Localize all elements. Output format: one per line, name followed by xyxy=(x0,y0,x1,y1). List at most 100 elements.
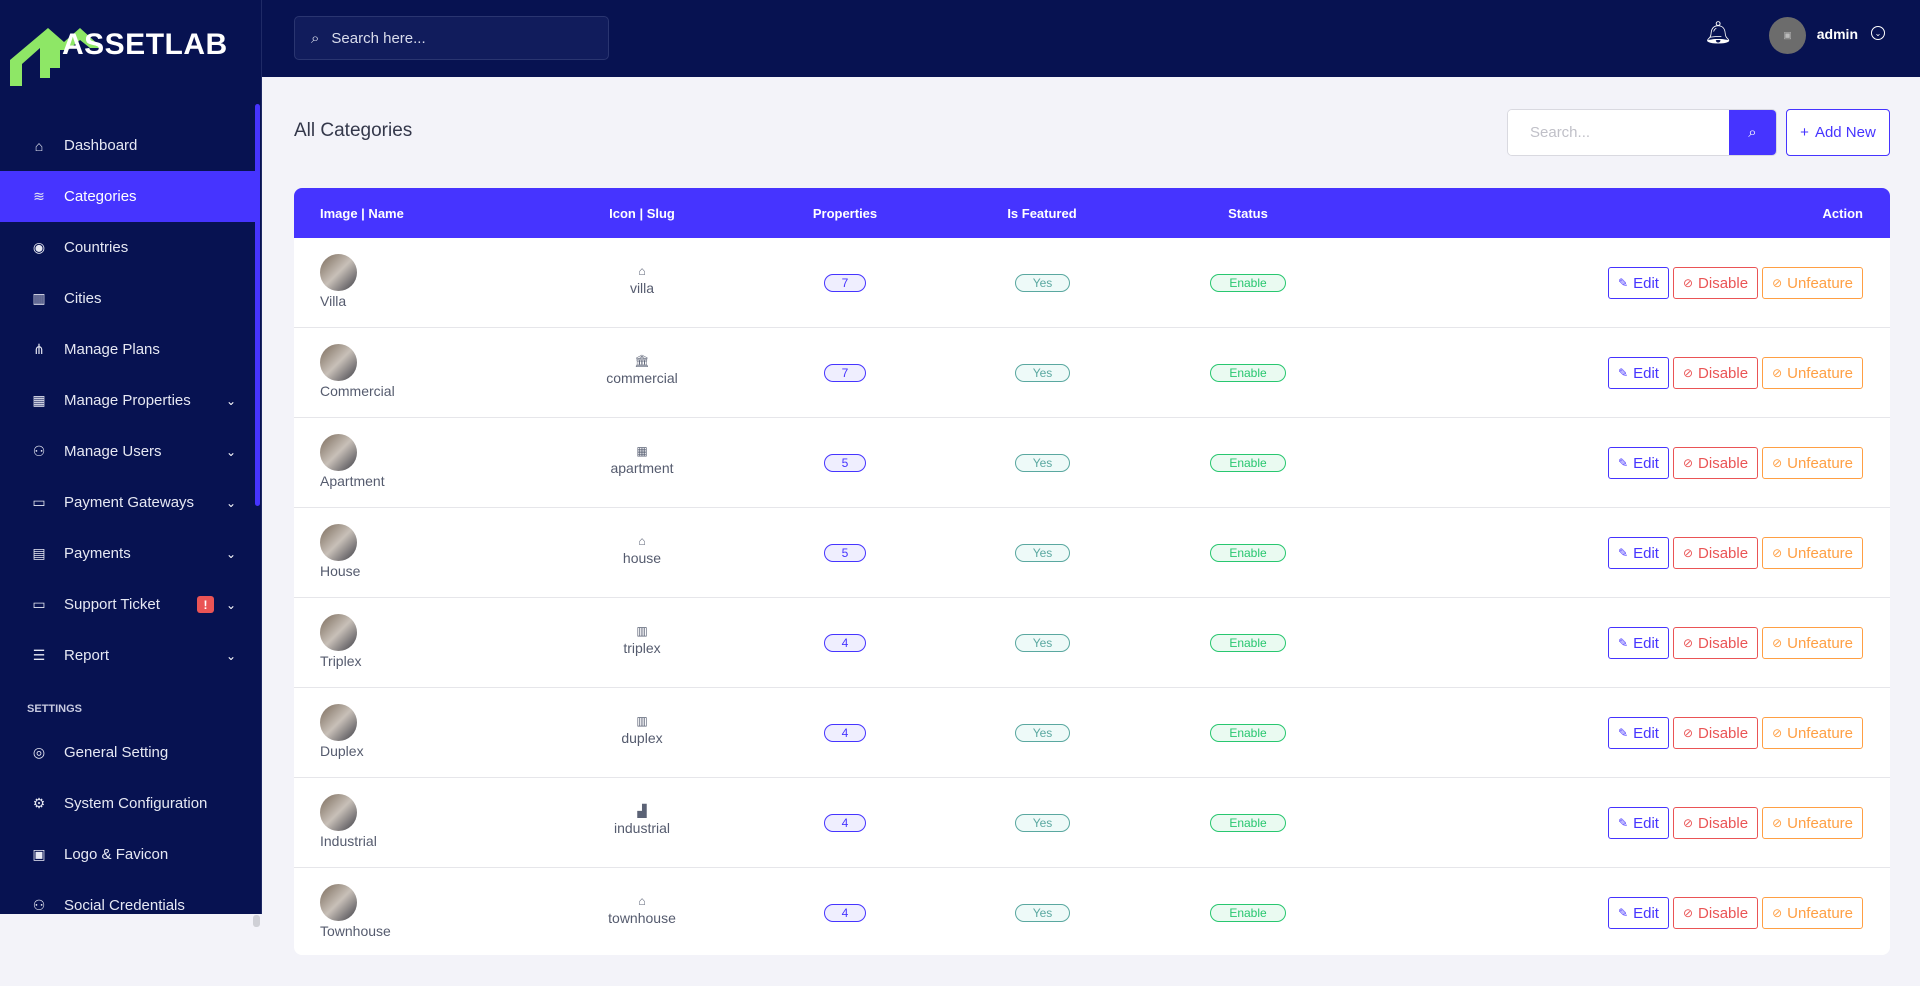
sidebar-item-general-setting[interactable]: ◎ General Setting xyxy=(0,727,256,778)
sitemap-icon: ⋔ xyxy=(33,341,45,357)
eye-slash-icon: ⊘ xyxy=(1682,456,1694,470)
eye-slash-icon: ⊘ xyxy=(1772,366,1783,380)
unfeature-label: Unfeature xyxy=(1787,814,1853,832)
unfeature-button[interactable]: ⊘ Unfeature xyxy=(1762,627,1863,659)
edit-button[interactable]: ✎ Edit xyxy=(1608,627,1669,659)
edit-button[interactable]: ✎ Edit xyxy=(1608,537,1669,569)
bell-icon[interactable]: 🔔︎ xyxy=(1704,20,1732,45)
eye-slash-icon: ⊘ xyxy=(1772,546,1783,560)
add-new-button[interactable]: + Add New xyxy=(1786,109,1890,156)
user-name[interactable]: admin xyxy=(1816,26,1858,42)
edit-button[interactable]: ✎ Edit xyxy=(1608,897,1669,929)
sidebar-item-manage-users[interactable]: ⚇ Manage Users ⌄ xyxy=(0,426,256,477)
unfeature-button[interactable]: ⊘ Unfeature xyxy=(1762,717,1863,749)
category-search-input[interactable] xyxy=(1508,110,1729,155)
sidebar-item-manage-properties[interactable]: ▦ Manage Properties ⌄ xyxy=(0,375,256,426)
disable-label: Disable xyxy=(1698,724,1749,742)
chevron-down-icon[interactable]: ⌄ xyxy=(1871,26,1885,40)
sidebar: ASSETLAB ⌂ Dashboard ≋ Categories ◉ Countries… xyxy=(0,0,262,914)
pencil-icon: ✎ xyxy=(1618,726,1629,740)
sidebar-item-label: Cities xyxy=(64,290,102,307)
sidebar-item-label: Payment Gateways xyxy=(64,494,195,511)
disable-button[interactable]: ⊘ Disable xyxy=(1672,717,1759,749)
sidebar-item-label: Manage Users xyxy=(64,443,162,460)
col-action: Action xyxy=(1822,205,1863,221)
disable-button[interactable]: ⊘ Disable xyxy=(1672,447,1759,479)
status-badge: Enable xyxy=(1210,364,1286,382)
category-image xyxy=(320,614,357,651)
sidebar-item-cities[interactable]: ▥ Cities xyxy=(0,273,256,324)
sidebar-item-label: System Configuration xyxy=(64,795,208,812)
sidebar-item-payments[interactable]: ▤ Payments ⌄ xyxy=(0,528,256,579)
search-button[interactable]: ⌕ xyxy=(1729,110,1776,155)
edit-button[interactable]: ✎ Edit xyxy=(1608,357,1669,389)
unfeature-button[interactable]: ⊘ Unfeature xyxy=(1762,537,1863,569)
sidebar-item-logo-favicon[interactable]: ▣ Logo & Favicon xyxy=(0,829,256,880)
unfeature-button[interactable]: ⊘ Unfeature xyxy=(1762,447,1863,479)
eye-slash-icon: ⊘ xyxy=(1682,636,1694,650)
logo xyxy=(10,28,102,86)
unfeature-label: Unfeature xyxy=(1787,454,1853,472)
page-scrollbar[interactable] xyxy=(253,915,260,927)
featured-badge: Yes xyxy=(1015,814,1070,832)
sidebar-item-categories[interactable]: ≋ Categories xyxy=(0,171,256,222)
chevron-down-icon: ⌄ xyxy=(225,393,236,408)
invoice-icon: ▤ xyxy=(32,545,46,561)
edit-button[interactable]: ✎ Edit xyxy=(1608,807,1669,839)
settings-section-label: SETTINGS xyxy=(27,703,83,715)
disable-label: Disable xyxy=(1698,544,1749,562)
status-badge: Enable xyxy=(1210,814,1286,832)
table-row: Townhouse ⌂ townhouse 4 Yes Enable ✎ Edit … xyxy=(294,868,1890,955)
layers-icon: ≋ xyxy=(33,188,45,204)
disable-button[interactable]: ⊘ Disable xyxy=(1672,267,1759,299)
unfeature-button[interactable]: ⊘ Unfeature xyxy=(1762,897,1863,929)
sidebar-item-label: Support Ticket xyxy=(64,596,160,613)
sidebar-item-support-ticket[interactable]: ▭ Support Ticket! ⌄ xyxy=(0,579,256,630)
edit-button[interactable]: ✎ Edit xyxy=(1608,447,1669,479)
featured-badge: Yes xyxy=(1015,634,1070,652)
sidebar-item-countries[interactable]: ◉ Countries xyxy=(0,222,256,273)
sidebar-item-system-configuration[interactable]: ⚙ System Configuration xyxy=(0,778,256,829)
sidebar-item-dashboard[interactable]: ⌂ Dashboard xyxy=(0,120,256,171)
category-slug: apartment xyxy=(610,460,674,476)
pencil-icon: ✎ xyxy=(1618,816,1629,830)
global-search-input[interactable]: ⌕ Search here... xyxy=(294,16,609,60)
unfeature-button[interactable]: ⊘ Unfeature xyxy=(1762,357,1863,389)
category-image xyxy=(320,344,357,381)
brand-name: ASSETLAB xyxy=(62,28,228,61)
table-row: Triplex ▥ triplex 4 Yes Enable ✎ Edit ⊘ Dis… xyxy=(294,598,1890,688)
sidebar-item-social-credentials[interactable]: ⚇ Social Credentials xyxy=(0,880,256,914)
lifering-icon: ◎ xyxy=(32,744,46,760)
sidebar-item-payment-gateways[interactable]: ▭ Payment Gateways ⌄ xyxy=(0,477,256,528)
sidebar-item-label: Social Credentials xyxy=(64,897,185,914)
unfeature-button[interactable]: ⊘ Unfeature xyxy=(1762,807,1863,839)
disable-button[interactable]: ⊘ Disable xyxy=(1672,627,1759,659)
plus-icon: + xyxy=(1800,124,1809,141)
category-name: Triplex xyxy=(320,653,362,669)
edit-button[interactable]: ✎ Edit xyxy=(1608,717,1669,749)
category-slug: industrial xyxy=(613,820,671,836)
sidebar-item-label: Dashboard xyxy=(64,137,138,154)
properties-count-badge: 4 xyxy=(824,724,866,742)
eye-slash-icon: ⊘ xyxy=(1682,906,1694,920)
table-row: Apartment ▦ apartment 5 Yes Enable ✎ Edit … xyxy=(294,418,1890,508)
sidebar-item-label: Payments xyxy=(64,545,131,562)
disable-button[interactable]: ⊘ Disable xyxy=(1672,537,1759,569)
sidebar-scrollbar[interactable] xyxy=(255,104,260,506)
edit-label: Edit xyxy=(1633,634,1659,652)
disable-button[interactable]: ⊘ Disable xyxy=(1672,357,1759,389)
disable-button[interactable]: ⊘ Disable xyxy=(1672,897,1759,929)
sidebar-item-manage-plans[interactable]: ⋔ Manage Plans xyxy=(0,324,256,375)
search-icon: ⌕ xyxy=(311,29,320,47)
unfeature-button[interactable]: ⊘ Unfeature xyxy=(1762,267,1863,299)
category-icon: ▦ xyxy=(636,444,648,458)
eye-slash-icon: ⊘ xyxy=(1682,366,1694,380)
sidebar-item-report[interactable]: ☰ Report ⌄ xyxy=(0,630,256,681)
avatar[interactable]: ▣ xyxy=(1769,17,1806,54)
status-badge: Enable xyxy=(1210,904,1286,922)
disable-button[interactable]: ⊘ Disable xyxy=(1672,807,1759,839)
building-icon: ▥ xyxy=(32,290,46,306)
properties-count-badge: 7 xyxy=(824,364,866,382)
chevron-down-icon: ⌄ xyxy=(225,597,236,612)
edit-button[interactable]: ✎ Edit xyxy=(1608,267,1669,299)
